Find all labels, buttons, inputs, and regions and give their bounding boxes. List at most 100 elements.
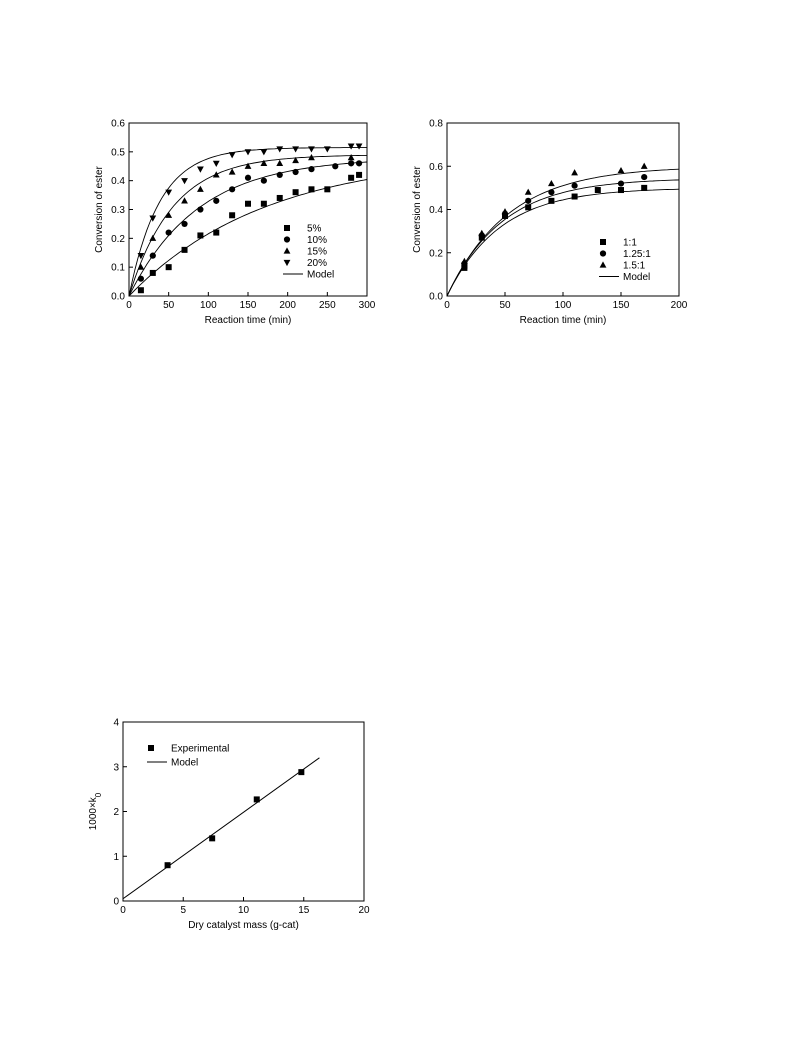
model-curve [129, 147, 367, 296]
data-point [347, 143, 355, 150]
data-point [276, 194, 283, 201]
data-point [617, 166, 625, 174]
data-point [525, 204, 532, 211]
data-point [571, 169, 578, 176]
model-curve [447, 179, 679, 296]
y-tick-label: 0.1 [111, 263, 125, 274]
x-tick-label: 150 [613, 300, 630, 311]
model-line [122, 757, 320, 900]
data-point [308, 186, 315, 193]
model-curve [129, 161, 367, 296]
y-axis-title: 1000×k0 [88, 792, 103, 830]
data-point [197, 232, 204, 239]
x-tick-label: 150 [240, 300, 257, 311]
y-tick-label: 0.0 [111, 292, 125, 303]
x-tick-label: 0 [126, 300, 132, 311]
y-tick-label: 0.4 [111, 176, 125, 187]
legend-marker [599, 261, 607, 268]
x-tick-label: 50 [499, 300, 511, 311]
legend-label: Experimental [171, 744, 229, 755]
x-tick-label: 10 [238, 905, 250, 916]
x-tick-label: 200 [279, 300, 296, 311]
data-point [276, 159, 284, 166]
data-point [181, 246, 188, 253]
data-point [149, 215, 157, 222]
legend-marker [283, 247, 291, 254]
x-tick-label: 300 [359, 300, 376, 311]
data-point [571, 193, 578, 200]
data-point [197, 185, 204, 192]
y-tick-label: 0.6 [429, 162, 443, 173]
data-point [228, 152, 236, 159]
data-point [524, 188, 532, 195]
data-point [165, 189, 173, 196]
data-point [260, 200, 267, 207]
legend-marker [600, 239, 606, 245]
legend-label: 1.25:1 [623, 249, 651, 260]
legend-marker [283, 259, 291, 267]
data-point [347, 154, 355, 161]
data-point [137, 263, 145, 270]
model-curve [447, 188, 679, 296]
x-tick-label: 100 [200, 300, 217, 311]
data-point [640, 162, 648, 169]
x-tick-label: 0 [120, 905, 126, 916]
data-point [260, 159, 268, 166]
legend-label: 15% [307, 247, 327, 258]
data-point [292, 146, 299, 153]
legend-label: 1:1 [623, 238, 637, 249]
data-point [260, 149, 268, 156]
data-point [641, 173, 648, 181]
x-axis-title: Reaction time (min) [205, 315, 292, 326]
x-tick-label: 100 [555, 300, 572, 311]
y-tick-label: 0.8 [429, 119, 443, 130]
data-point [165, 211, 173, 218]
x-axis-title: Reaction time (min) [520, 315, 607, 326]
y-tick-label: 0.5 [111, 147, 125, 158]
model-curve [129, 154, 367, 296]
x-tick-label: 250 [319, 300, 336, 311]
legend-marker [599, 250, 607, 257]
x-axis-title: Dry catalyst mass (g-cat) [188, 920, 299, 931]
data-point [260, 177, 267, 184]
data-point [229, 212, 236, 219]
data-point [212, 160, 220, 167]
data-point [197, 166, 204, 173]
data-point [501, 208, 509, 215]
y-axis-title: Conversion of ester [94, 165, 105, 252]
data-point [618, 187, 624, 194]
y-tick-label: 2 [113, 807, 119, 818]
y-tick-label: 3 [113, 762, 119, 773]
legend-marker [284, 225, 290, 231]
x-tick-label: 0 [444, 300, 450, 311]
data-point [245, 200, 251, 207]
x-tick-label: 15 [298, 905, 310, 916]
y-tick-label: 0.0 [429, 292, 443, 303]
data-point [594, 187, 601, 194]
legend-label: Model [171, 758, 198, 769]
data-point [548, 179, 555, 187]
y-tick-label: 0.2 [429, 248, 443, 259]
data-point [641, 184, 648, 191]
x-tick-label: 50 [163, 300, 175, 311]
data-point [355, 143, 363, 150]
data-point [292, 156, 299, 164]
data-point [209, 835, 216, 842]
data-point [137, 275, 144, 282]
y-tick-label: 0.2 [111, 234, 125, 245]
data-point [244, 174, 252, 181]
plot-frame [122, 721, 365, 902]
data-point [213, 197, 220, 204]
data-point [478, 229, 486, 236]
data-point [292, 189, 299, 196]
legend-label: 10% [307, 235, 327, 246]
legend-marker [283, 236, 291, 243]
legend-label: 1.5:1 [623, 261, 646, 272]
data-point [355, 160, 363, 167]
data-point [324, 186, 331, 193]
data-point [137, 287, 144, 294]
y-tick-label: 0 [113, 897, 119, 908]
data-point [356, 171, 363, 178]
x-tick-label: 5 [180, 905, 186, 916]
y-tick-label: 0.4 [429, 205, 443, 216]
